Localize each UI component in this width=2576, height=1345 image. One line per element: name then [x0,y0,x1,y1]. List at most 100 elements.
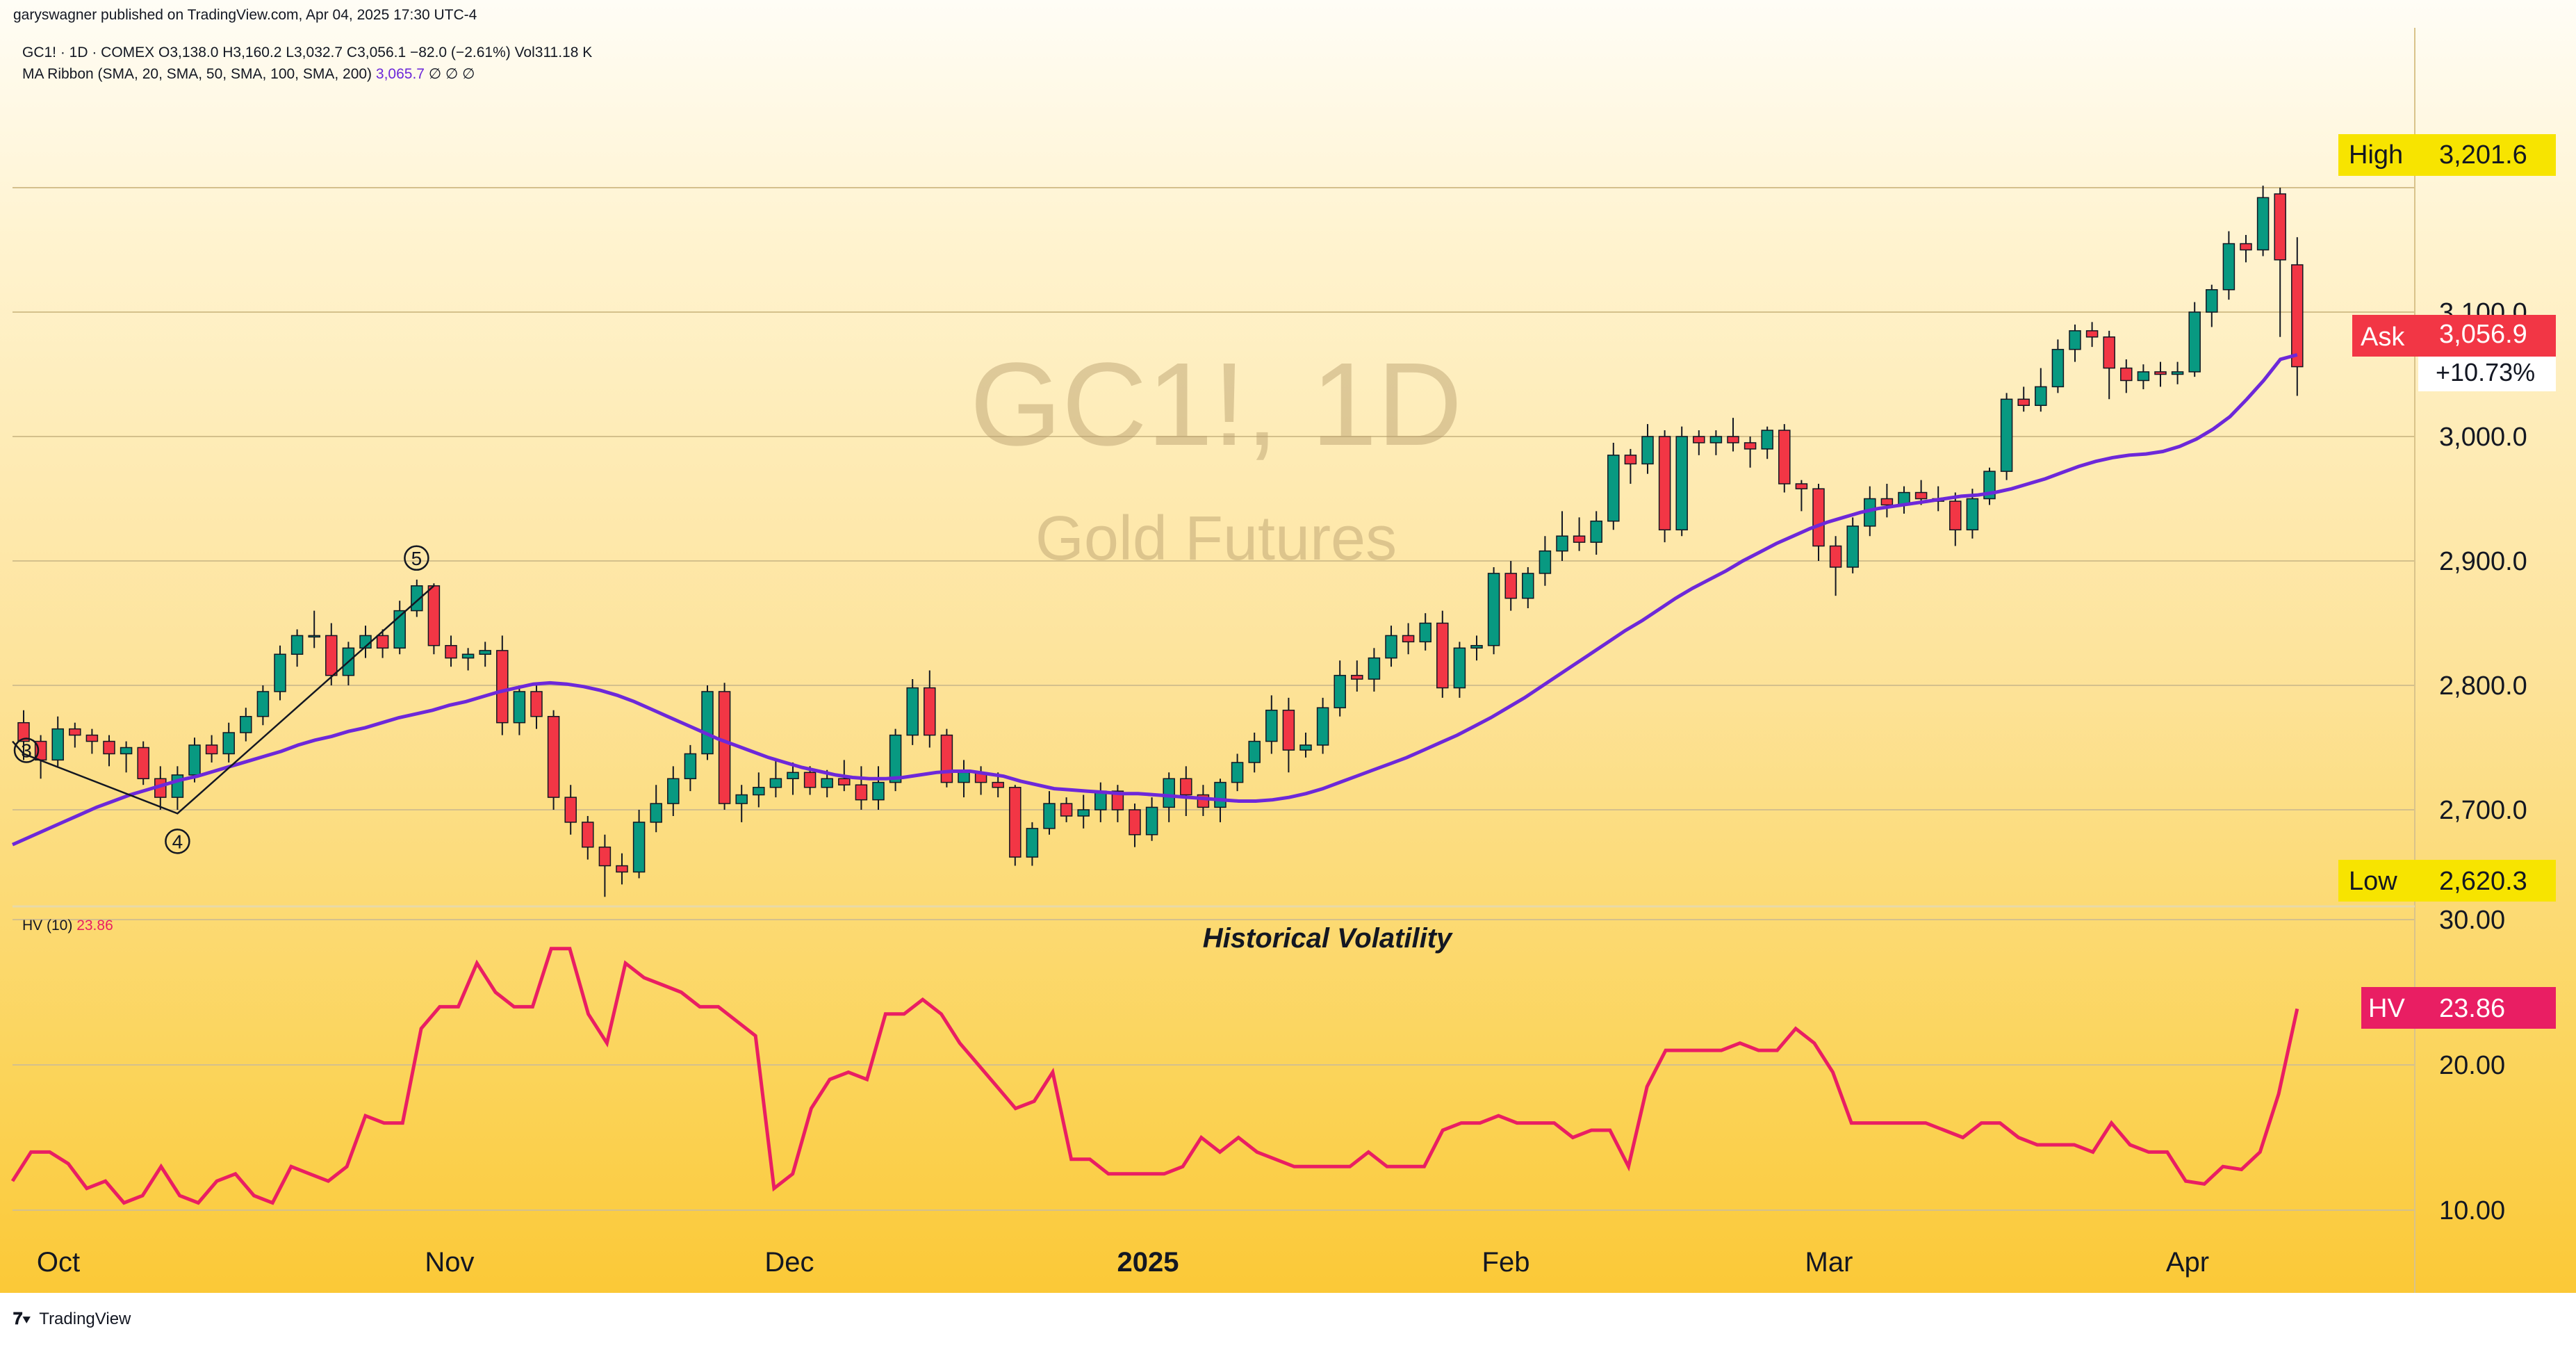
candle-body[interactable] [479,650,491,655]
candle-body[interactable] [632,822,646,873]
candle-body[interactable] [1709,436,1723,443]
candle-body[interactable] [2240,243,2252,251]
candle-body[interactable] [1778,430,1791,484]
candle-body[interactable] [684,753,697,779]
candle-body[interactable] [1282,710,1295,751]
candle-body[interactable] [240,716,252,733]
candle-body[interactable] [616,865,628,873]
candle-body[interactable] [2222,243,2235,291]
candle-body[interactable] [924,687,936,736]
candle-body[interactable] [1607,455,1620,522]
candle-body[interactable] [2171,371,2184,375]
candle-body[interactable] [1470,644,1483,649]
candle-body[interactable] [1539,550,1552,574]
candle-body[interactable] [1060,803,1073,817]
candle-body[interactable] [598,846,612,867]
candle-body[interactable] [718,691,731,804]
candle-body[interactable] [906,687,919,736]
candle-body[interactable] [2274,193,2286,261]
ma-ribbon-legend[interactable]: MA Ribbon (SMA, 20, SMA, 50, SMA, 100, S… [22,65,475,83]
candle-body[interactable] [1829,545,1842,568]
candle-body[interactable] [1727,436,1739,443]
candle-body[interactable] [1419,622,1431,643]
candle-body[interactable] [274,653,286,692]
candle-body[interactable] [787,772,799,780]
candle-body[interactable] [1744,442,1757,450]
candle-body[interactable] [735,794,748,804]
candle-body[interactable] [1573,535,1586,543]
candle-body[interactable] [1402,635,1415,643]
candle-body[interactable] [769,778,782,788]
candle-body[interactable] [2120,367,2133,382]
candle-body[interactable] [2051,348,2065,388]
candle-body[interactable] [290,635,304,655]
candle-body[interactable] [496,650,509,724]
candle-body[interactable] [2154,371,2167,375]
candle-body[interactable] [667,778,680,804]
candle-body[interactable] [1214,781,1227,808]
candle-body[interactable] [2291,264,2304,368]
candle-body[interactable] [69,728,81,736]
candle-body[interactable] [1436,622,1449,689]
candle-body[interactable] [1129,809,1141,835]
candle-body[interactable] [2069,330,2081,350]
candle-body[interactable] [2206,289,2218,313]
candle-body[interactable] [1368,657,1381,680]
candle-body[interactable] [308,635,320,638]
candle-body[interactable] [1248,740,1261,763]
candle-body[interactable] [445,644,457,659]
candle-body[interactable] [1077,809,1090,817]
candle-body[interactable] [1453,647,1466,689]
candle-body[interactable] [205,744,218,755]
candle-body[interactable] [2137,371,2150,382]
candle-body[interactable] [1504,573,1517,599]
candle-body[interactable] [940,734,953,783]
candle-body[interactable] [188,744,201,776]
candle-body[interactable] [1351,674,1363,680]
candle-body[interactable] [393,610,406,649]
candle-body[interactable] [1026,828,1039,858]
time-axis[interactable]: Oct Nov Dec 2025 Feb Mar Apr [37,1247,2209,1278]
candle-body[interactable] [222,732,235,755]
candle-body[interactable] [325,635,338,676]
candle-body[interactable] [461,653,475,659]
candle-body[interactable] [376,635,389,649]
hv-legend[interactable]: HV (10) 23.86 [22,918,113,934]
candle-body[interactable] [855,784,868,801]
candle-body[interactable] [1299,744,1312,751]
candle-body[interactable] [2017,398,2030,406]
candle-body[interactable] [1231,762,1244,783]
hv-axis[interactable]: 30.00 20.00 10.00 [2439,906,2505,1225]
candle-body[interactable] [1385,635,1397,659]
candle-body[interactable] [1487,573,1500,646]
candle-body[interactable] [1265,710,1278,742]
candle-body[interactable] [1624,455,1637,465]
candle-body[interactable] [2103,336,2115,369]
candle-body[interactable] [1949,500,1962,531]
candle-body[interactable] [17,722,30,742]
candle-body[interactable] [889,734,902,783]
candle-body[interactable] [1111,790,1124,810]
candle-body[interactable] [530,691,543,717]
candle-body[interactable] [1556,535,1568,552]
candle-body[interactable] [1590,520,1602,543]
candle-body[interactable] [1334,674,1346,708]
candle-body[interactable] [582,822,594,848]
candle-body[interactable] [803,772,817,788]
candle-body[interactable] [513,691,526,724]
candle-body[interactable] [2085,330,2099,338]
candle-body[interactable] [1675,436,1688,530]
candle-body[interactable] [1145,806,1158,835]
candle-body[interactable] [1795,483,1808,489]
candle-body[interactable] [650,803,662,823]
symbol-ohlc-line[interactable]: GC1! · 1D · COMEX O3,138.0 H3,160.2 L3,0… [22,44,593,60]
candle-body[interactable] [701,691,714,755]
candle-body[interactable] [1522,573,1534,599]
candle-body[interactable] [1043,803,1056,829]
candle-body[interactable] [1658,436,1671,530]
candle-body[interactable] [1163,778,1175,808]
candle-body[interactable] [753,787,765,796]
candle-body[interactable] [821,778,833,788]
candle-body[interactable] [2188,311,2201,373]
candle-body[interactable] [547,716,560,798]
